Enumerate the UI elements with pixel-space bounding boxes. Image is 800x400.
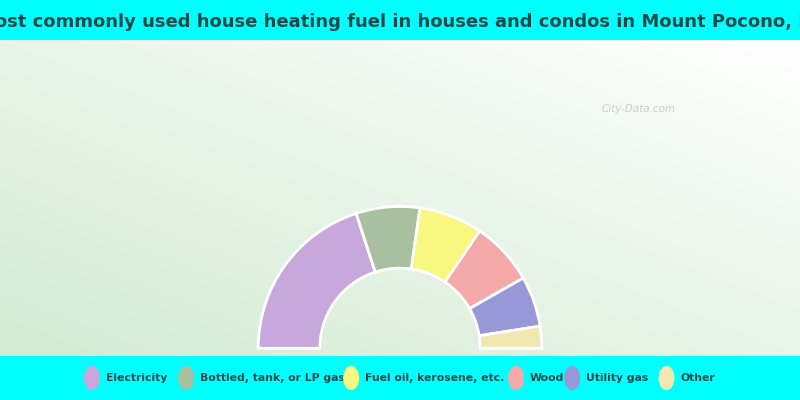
Ellipse shape [178, 366, 194, 390]
Text: Wood: Wood [530, 373, 565, 383]
Text: Fuel oil, kerosene, etc.: Fuel oil, kerosene, etc. [365, 373, 505, 383]
Text: Other: Other [681, 373, 715, 383]
Ellipse shape [564, 366, 580, 390]
Text: Electricity: Electricity [106, 373, 167, 383]
Wedge shape [470, 278, 540, 336]
Wedge shape [445, 231, 523, 308]
Ellipse shape [343, 366, 359, 390]
Ellipse shape [658, 366, 674, 390]
Text: Most commonly used house heating fuel in houses and condos in Mount Pocono, PA: Most commonly used house heating fuel in… [0, 13, 800, 31]
Wedge shape [479, 326, 542, 348]
Text: Utility gas: Utility gas [586, 373, 649, 383]
Ellipse shape [84, 366, 100, 390]
Text: City-Data.com: City-Data.com [602, 104, 676, 114]
Wedge shape [356, 206, 420, 272]
Wedge shape [411, 208, 480, 282]
Wedge shape [258, 214, 375, 348]
Text: Bottled, tank, or LP gas: Bottled, tank, or LP gas [200, 373, 345, 383]
Ellipse shape [508, 366, 524, 390]
